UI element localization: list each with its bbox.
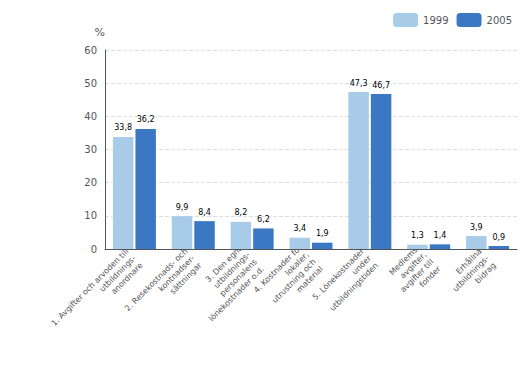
svg-text:fonder: fonder [418,264,443,289]
svg-text:2. Resekostnads- och: 2. Resekostnads- och [123,246,190,314]
svg-text:46,7: 46,7 [372,81,390,90]
svg-text:utbildnings-: utbildnings- [212,250,252,290]
svg-text:9,9: 9,9 [176,203,189,212]
svg-text:36,2: 36,2 [137,115,155,124]
svg-text:anordnare: anordnare [109,260,145,297]
svg-text:bidrag: bidrag [473,261,497,285]
svg-text:6,2: 6,2 [257,215,270,224]
svg-text:sättningar: sättningar [168,260,204,296]
svg-text:60: 60 [84,45,97,56]
svg-text:5. Lönekostnader: 5. Lönekostnader [310,246,366,302]
svg-text:1. Avgifter och arvoden till: 1. Avgifter och arvoden till [49,246,131,328]
svg-text:8,4: 8,4 [198,208,211,217]
svg-text:3. Den egna: 3. Den egna [203,243,245,284]
svg-text:33,8: 33,8 [114,123,132,132]
svg-text:material: material [294,264,325,295]
svg-text:3,4: 3,4 [293,224,306,233]
svg-text:1999: 1999 [423,15,448,26]
svg-text:kontnadser-: kontnadser- [156,253,197,294]
svg-text:lokaler,: lokaler, [283,250,311,278]
svg-text:utbildningstiden: utbildningstiden [328,261,380,313]
svg-text:50: 50 [84,78,97,89]
svg-text:under: under [350,253,373,277]
svg-text:4. Kostnader för: 4. Kostnader för [252,243,304,295]
svg-text:0,9: 0,9 [492,233,505,242]
svg-text:0: 0 [91,244,97,255]
svg-text:40: 40 [84,111,97,122]
svg-text:personalens: personalens [218,257,259,299]
svg-text:%: % [95,26,105,39]
svg-text:avgifter,: avgifter, [398,250,429,281]
svg-text:2005: 2005 [487,15,512,26]
svg-text:47,3: 47,3 [350,79,368,88]
svg-text:3,9: 3,9 [470,223,483,232]
svg-text:utrustning och: utrustning och [270,257,318,305]
svg-text:Erhållna: Erhållna [454,246,484,277]
svg-text:20: 20 [84,177,97,188]
svg-text:utbildnings-: utbildnings- [97,253,138,294]
svg-text:1,4: 1,4 [434,231,447,240]
svg-text:8,2: 8,2 [235,208,248,217]
svg-text:10: 10 [84,210,97,221]
svg-text:1,3: 1,3 [411,231,424,240]
svg-text:lönekostnader o.d.: lönekostnader o.d. [207,264,266,324]
svg-text:30: 30 [84,144,97,155]
svg-text:avgifter till: avgifter till [398,257,436,295]
svg-text:utbildnings-: utbildnings- [451,253,491,294]
svg-text:1,9: 1,9 [316,229,329,238]
